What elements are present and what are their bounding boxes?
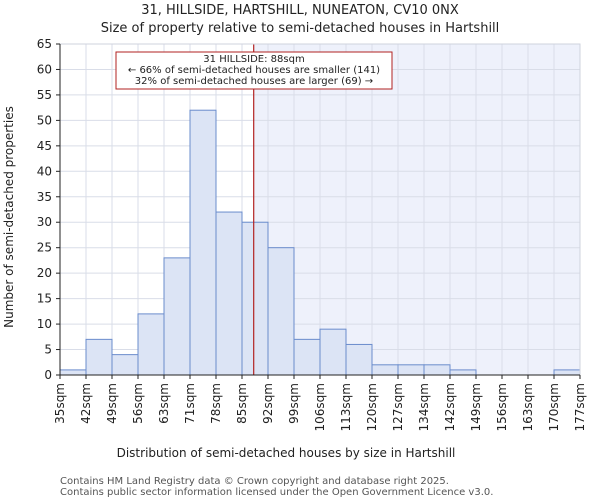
bar	[267, 247, 295, 376]
bar	[59, 369, 87, 376]
y-tick-label: 35	[37, 190, 52, 204]
x-tick-label: 85sqm	[235, 383, 249, 424]
bar	[163, 257, 191, 376]
y-tick-label: 55	[37, 88, 52, 102]
x-tick-label: 42sqm	[79, 383, 93, 424]
y-ticks: 0 5 10 15 20 25 30 35 40 45 50 55 60 65	[37, 37, 60, 382]
x-tick-label: 35sqm	[53, 383, 67, 424]
annotation-frame	[115, 51, 393, 90]
y-tick-label: 25	[37, 241, 52, 255]
bar	[215, 211, 243, 376]
x-tick-label: 149sqm	[469, 383, 483, 431]
y-tick-label: 5	[44, 343, 52, 357]
y-tick-label: 0	[44, 368, 52, 382]
x-tick-label: 113sqm	[339, 383, 353, 431]
chart-title: 31, HILLSIDE, HARTSHILL, NUNEATON, CV10 …	[141, 3, 459, 18]
x-tick-label: 63sqm	[157, 383, 171, 424]
bar	[293, 338, 321, 376]
x-tick-label: 142sqm	[443, 383, 457, 431]
y-tick-label: 30	[37, 215, 52, 229]
x-tick-label: 177sqm	[573, 383, 587, 431]
bar	[397, 364, 425, 376]
x-tick-label: 106sqm	[313, 383, 327, 431]
x-tick-label: 120sqm	[365, 383, 379, 431]
x-tick-label: 134sqm	[417, 383, 431, 431]
bar	[111, 354, 139, 376]
footer-line-1: Contains HM Land Registry data © Crown c…	[60, 476, 449, 487]
y-tick-label: 20	[37, 266, 52, 280]
x-tick-label: 71sqm	[183, 383, 197, 424]
annotation-line-3: 32% of semi-detached houses are larger (…	[135, 76, 373, 87]
bars	[59, 109, 581, 376]
x-tick-label: 99sqm	[287, 383, 301, 424]
annotation-line-2: ← 66% of semi-detached houses are smalle…	[128, 65, 380, 76]
x-tick-label: 127sqm	[391, 383, 405, 431]
x-ticks: 35sqm 42sqm 49sqm 56sqm 63sqm 71sqm 78sqm 85sqm…	[53, 375, 587, 431]
x-axis-label: Distribution of semi-detached houses by …	[117, 446, 456, 460]
bar	[423, 364, 451, 376]
bar	[85, 338, 113, 376]
highlight-region	[253, 44, 580, 375]
bar	[345, 343, 373, 376]
y-tick-label: 60	[37, 62, 52, 76]
y-tick-label: 40	[37, 164, 52, 178]
y-tick-label: 15	[37, 292, 52, 306]
bar	[241, 221, 269, 376]
bar	[553, 369, 581, 376]
x-tick-label: 170sqm	[547, 383, 561, 431]
x-tick-label: 156sqm	[495, 383, 509, 431]
footer-line-2: Contains public sector information licen…	[60, 487, 493, 498]
x-tick-label: 56sqm	[131, 383, 145, 424]
bar	[189, 109, 217, 376]
chart-subtitle: Size of property relative to semi-detach…	[101, 21, 500, 36]
bar	[319, 328, 347, 376]
bar	[371, 364, 399, 376]
bar	[137, 313, 165, 376]
x-tick-label: 92sqm	[261, 383, 275, 424]
y-tick-label: 10	[37, 317, 52, 331]
y-tick-label: 65	[37, 37, 52, 51]
y-tick-label: 45	[37, 139, 52, 153]
x-tick-label: 163sqm	[521, 383, 535, 431]
y-axis-label: Number of semi-detached properties	[2, 106, 16, 328]
bar	[449, 369, 477, 376]
annotation-line-1: 31 HILLSIDE: 88sqm	[203, 54, 304, 65]
annotation-box: 31 HILLSIDE: 88sqm ← 66% of semi-detache…	[115, 51, 393, 90]
x-tick-label: 49sqm	[105, 383, 119, 424]
x-tick-label: 78sqm	[209, 383, 223, 424]
y-tick-label: 50	[37, 113, 52, 127]
